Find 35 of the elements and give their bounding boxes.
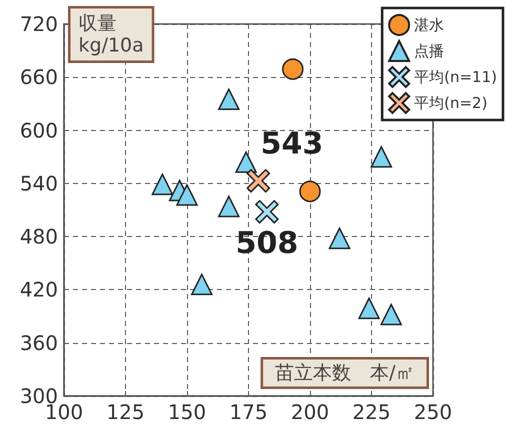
x-tick-label: 200 bbox=[290, 400, 330, 424]
point bbox=[218, 196, 240, 218]
legend-label: 湛水 bbox=[414, 16, 444, 34]
point bbox=[282, 58, 304, 80]
point bbox=[255, 200, 279, 224]
point bbox=[235, 151, 257, 173]
point bbox=[218, 88, 240, 110]
y-tick-label: 420 bbox=[20, 278, 58, 302]
legend-label: 平均(n=11) bbox=[414, 68, 498, 86]
x-tick-label: 175 bbox=[229, 400, 268, 424]
y-tick-label: 660 bbox=[20, 65, 58, 90]
x-tick-label: 150 bbox=[168, 400, 206, 424]
y-tick-label: 600 bbox=[20, 118, 58, 142]
y-tick-label: 540 bbox=[20, 171, 58, 196]
y-tick-label: 720 bbox=[20, 12, 58, 36]
point bbox=[358, 298, 380, 320]
point bbox=[191, 274, 213, 296]
point bbox=[328, 228, 350, 250]
data-label: 543 bbox=[260, 126, 324, 162]
x-axis-title: 苗立本数 本/㎡ bbox=[275, 362, 415, 384]
x-tick-label: 225 bbox=[352, 400, 391, 424]
x-tick-label: 250 bbox=[414, 400, 452, 424]
point bbox=[176, 184, 198, 206]
point bbox=[246, 169, 270, 193]
point bbox=[152, 174, 174, 196]
x-tick-label: 125 bbox=[106, 400, 145, 424]
point bbox=[299, 180, 321, 202]
y-tick-label: 360 bbox=[20, 330, 58, 355]
data-label: 508 bbox=[236, 226, 298, 262]
point bbox=[370, 146, 392, 168]
legend-label: 点播 bbox=[414, 42, 444, 60]
y-tick-label: 480 bbox=[20, 224, 58, 249]
y-axis-title: 収量 kg/10a bbox=[78, 12, 144, 56]
legend-label: 平均(n=2) bbox=[414, 94, 488, 112]
point bbox=[380, 304, 402, 326]
